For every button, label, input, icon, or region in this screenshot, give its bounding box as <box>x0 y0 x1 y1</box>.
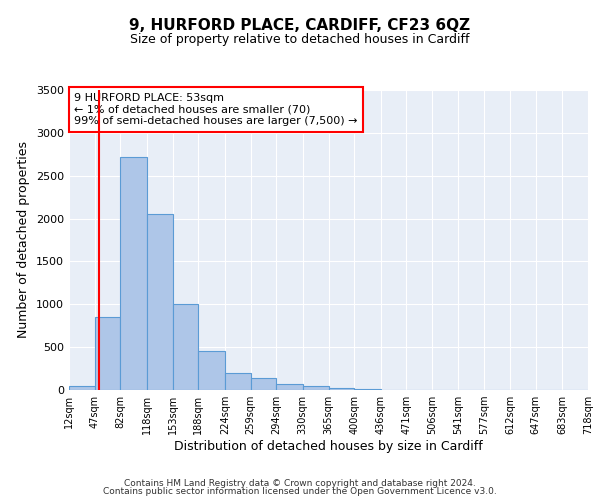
Bar <box>173 304 199 390</box>
Text: Size of property relative to detached houses in Cardiff: Size of property relative to detached ho… <box>130 32 470 46</box>
Text: 9 HURFORD PLACE: 53sqm
← 1% of detached houses are smaller (70)
99% of semi-deta: 9 HURFORD PLACE: 53sqm ← 1% of detached … <box>74 93 358 126</box>
Bar <box>95 317 121 390</box>
Y-axis label: Number of detached properties: Number of detached properties <box>17 142 31 338</box>
Text: Contains public sector information licensed under the Open Government Licence v3: Contains public sector information licen… <box>103 487 497 496</box>
Bar <box>147 214 173 390</box>
Text: 9, HURFORD PLACE, CARDIFF, CF23 6QZ: 9, HURFORD PLACE, CARDIFF, CF23 6QZ <box>130 18 470 32</box>
Bar <box>251 378 277 390</box>
Bar <box>225 373 251 390</box>
Bar <box>277 384 303 390</box>
Text: Contains HM Land Registry data © Crown copyright and database right 2024.: Contains HM Land Registry data © Crown c… <box>124 478 476 488</box>
X-axis label: Distribution of detached houses by size in Cardiff: Distribution of detached houses by size … <box>174 440 483 453</box>
Bar <box>69 386 95 390</box>
Bar <box>121 157 147 390</box>
Bar <box>329 388 354 390</box>
Bar <box>303 386 329 390</box>
Bar <box>354 388 380 390</box>
Bar <box>199 352 225 390</box>
